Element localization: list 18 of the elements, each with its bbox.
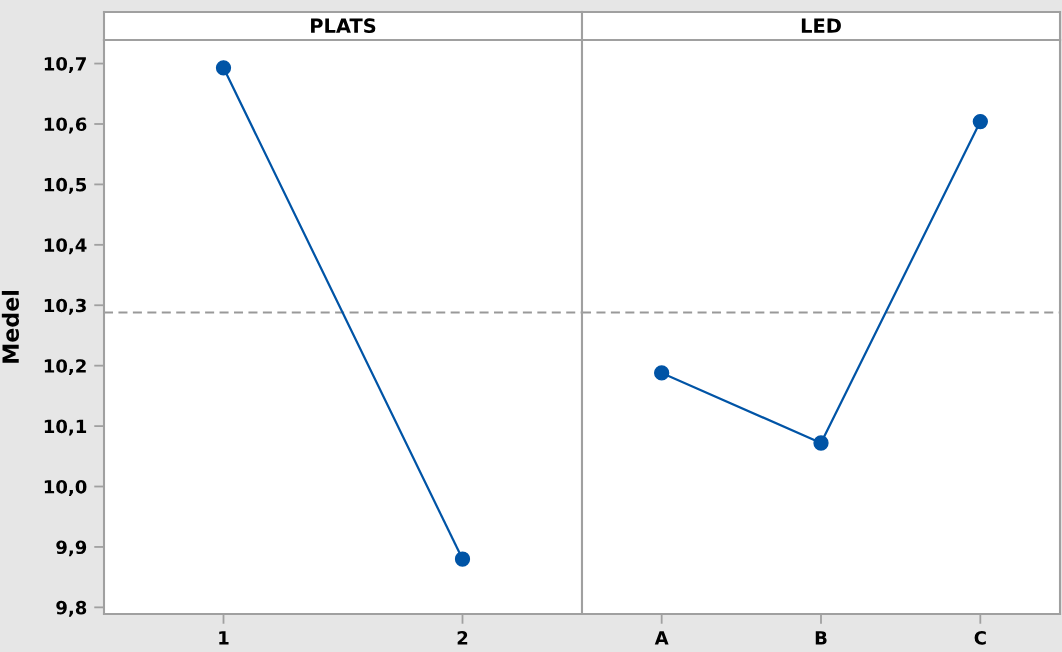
y-tick-label: 9,8 [56, 600, 87, 617]
y-axis-title: Medel [1, 290, 20, 363]
y-tick-label: 10,7 [44, 57, 86, 73]
y-tick-label: 10,3 [44, 298, 86, 315]
x-tick-label: 1 [219, 631, 229, 645]
x-tick-label: 2 [457, 630, 468, 645]
y-tick-label: 10,2 [44, 359, 86, 376]
x-tick-label: C [974, 630, 986, 645]
y-tick-label: 10,6 [44, 117, 87, 134]
y-tick-label: 9,9 [56, 540, 87, 557]
chart-title: PLATS [311, 18, 376, 34]
x-tick-label: B [815, 631, 827, 645]
y-tick-label: 10,0 [44, 479, 87, 496]
y-tick-label: 10,5 [44, 177, 87, 194]
y-tick-label: 10,1 [44, 419, 87, 436]
chart-title: LED [801, 18, 841, 33]
x-tick-label: A [654, 631, 669, 645]
y-tick-label: 10,4 [44, 238, 87, 255]
